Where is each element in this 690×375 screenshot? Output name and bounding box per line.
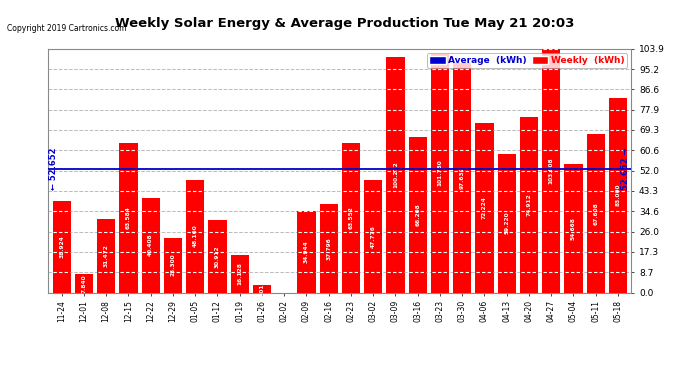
- Text: 52.652 →: 52.652 →: [621, 148, 630, 190]
- Text: 59.220: 59.220: [504, 212, 509, 234]
- Bar: [586, 134, 605, 292]
- Bar: [342, 143, 360, 292]
- Text: 16.128: 16.128: [237, 262, 242, 285]
- Text: 34.944: 34.944: [304, 240, 309, 263]
- Text: 72.224: 72.224: [482, 196, 487, 219]
- Bar: [408, 137, 427, 292]
- Text: 30.912: 30.912: [215, 245, 220, 267]
- Text: 67.608: 67.608: [593, 202, 598, 225]
- Text: Weekly Solar Energy & Average Production Tue May 21 20:03: Weekly Solar Energy & Average Production…: [115, 17, 575, 30]
- Bar: [497, 154, 516, 292]
- Text: 63.584: 63.584: [126, 207, 131, 230]
- Legend: Average  (kWh), Weekly  (kWh): Average (kWh), Weekly (kWh): [426, 53, 627, 68]
- Bar: [475, 123, 493, 292]
- Text: 74.912: 74.912: [526, 193, 531, 216]
- Bar: [141, 198, 160, 292]
- Text: Copyright 2019 Cartronics.com: Copyright 2019 Cartronics.com: [7, 24, 126, 33]
- Text: 83.000: 83.000: [615, 184, 620, 206]
- Text: 3.012: 3.012: [259, 280, 264, 298]
- Bar: [97, 219, 115, 292]
- Text: 31.472: 31.472: [104, 244, 108, 267]
- Text: 63.552: 63.552: [348, 207, 353, 230]
- Bar: [119, 143, 137, 292]
- Text: 103.908: 103.908: [549, 157, 554, 184]
- Text: 54.668: 54.668: [571, 217, 576, 240]
- Bar: [164, 238, 182, 292]
- Bar: [186, 180, 204, 292]
- Bar: [75, 274, 93, 292]
- Bar: [386, 57, 404, 292]
- Text: 40.408: 40.408: [148, 234, 153, 256]
- Text: 37.796: 37.796: [326, 237, 331, 260]
- Text: 101.780: 101.780: [437, 160, 442, 186]
- Bar: [609, 98, 627, 292]
- Text: ← 52.652: ← 52.652: [50, 148, 59, 190]
- Bar: [542, 49, 560, 292]
- Text: 48.160: 48.160: [193, 225, 197, 248]
- Bar: [253, 285, 271, 292]
- Text: 47.776: 47.776: [371, 225, 376, 248]
- Text: 97.632: 97.632: [460, 166, 465, 189]
- Text: 7.840: 7.840: [81, 274, 86, 292]
- Bar: [319, 204, 338, 292]
- Bar: [297, 210, 315, 292]
- Bar: [364, 180, 382, 292]
- Bar: [520, 117, 538, 292]
- Text: 66.208: 66.208: [415, 204, 420, 226]
- Text: 100.272: 100.272: [393, 162, 398, 188]
- Bar: [208, 220, 226, 292]
- Bar: [564, 164, 582, 292]
- Text: 38.924: 38.924: [59, 236, 64, 258]
- Bar: [431, 54, 449, 292]
- Bar: [52, 201, 71, 292]
- Text: 23.300: 23.300: [170, 254, 175, 276]
- Bar: [230, 255, 249, 292]
- Bar: [453, 63, 471, 292]
